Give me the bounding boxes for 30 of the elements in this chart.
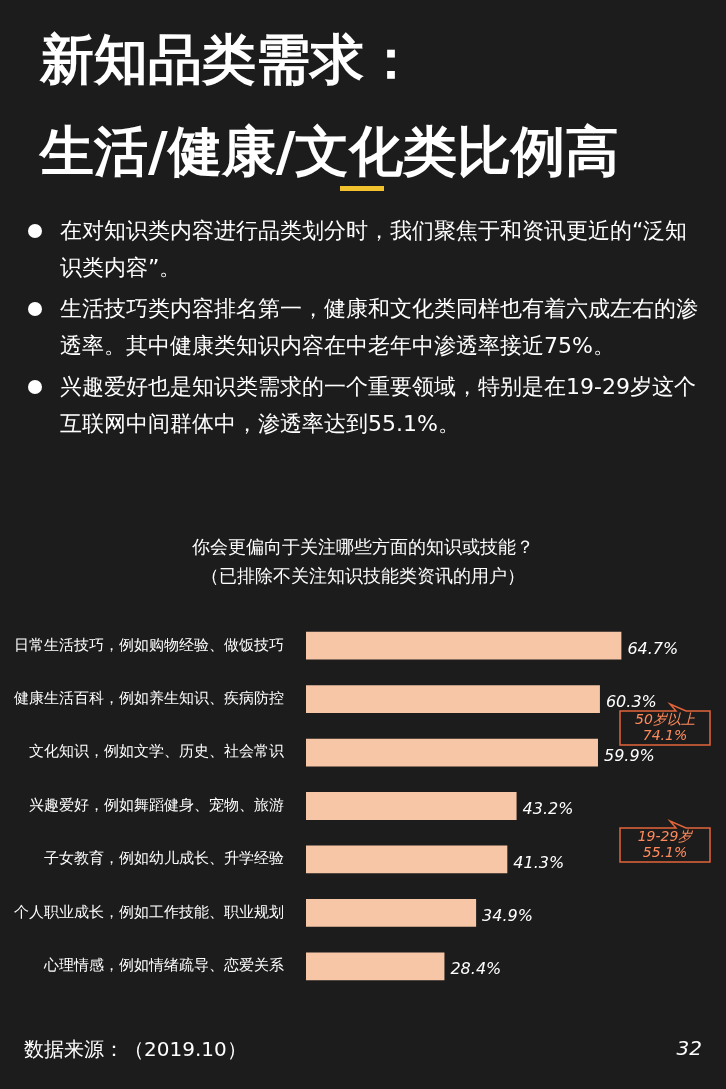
y-tick-label: 子女教育，例如幼儿成长、升学经验 bbox=[44, 849, 284, 868]
bar bbox=[306, 631, 622, 660]
data-label: 34.9% bbox=[482, 906, 533, 926]
y-tick-label: 心理情感，例如情绪疏导、恋爱关系 bbox=[43, 956, 284, 975]
bar bbox=[306, 685, 600, 714]
text: 32 bbox=[676, 1036, 702, 1060]
data-label: 43.2% bbox=[522, 799, 574, 819]
source-note: 数据来源：（2019.10） bbox=[24, 1036, 247, 1063]
bar bbox=[306, 952, 445, 981]
data-label: 41.3% bbox=[513, 852, 565, 872]
chart-title: 新知品类需求：生活/健康/文化类比例高 bbox=[40, 27, 620, 185]
data-label: 28.4% bbox=[450, 959, 502, 979]
y-tick-label: 兴趣爱好，例如舞蹈健身、宠物、旅游 bbox=[29, 795, 284, 814]
y-tick-label: 健康生活百科，例如养生知识、疾病防控 bbox=[14, 689, 284, 708]
text: 生活技巧类内容排名第一，健康和文化类同样也有着六成左右的渗透率。其中健康类知识内容在中老年中渗透率接近75%。 bbox=[22, 290, 702, 364]
text: 兴趣爱好也是知识类需求的一个重要领域，特别是在19-29岁这个互联网中间群体中，渗透率达到55.1%。 bbox=[22, 368, 702, 442]
bar bbox=[306, 845, 508, 874]
text: 50岁以上 74.1% bbox=[635, 710, 695, 743]
bar bbox=[306, 738, 598, 767]
data-label: 60.3% bbox=[605, 692, 657, 712]
y-tick-label: 文化知识，例如文学、历史、社会常识 bbox=[29, 742, 284, 761]
text: 在对知识类内容进行品类划分时，我们聚焦于和资讯更近的“泛知识类内容”。 bbox=[22, 212, 702, 286]
data-label: 59.9% bbox=[603, 745, 655, 765]
data-label: 64.7% bbox=[627, 638, 679, 658]
y-tick-label: 个人职业成长，例如工作技能、职业规划 bbox=[14, 902, 284, 921]
text: 19-29岁 55.1% bbox=[637, 827, 695, 860]
chart-subtitle: 你会更偏向于关注哪些方面的知识或技能？（已排除不关注知识技能类资讯的用户） bbox=[191, 535, 535, 588]
y-tick-label: 日常生活技巧，例如购物经验、做饭技巧 bbox=[14, 635, 284, 654]
bar bbox=[306, 792, 517, 820]
bar bbox=[306, 898, 477, 927]
